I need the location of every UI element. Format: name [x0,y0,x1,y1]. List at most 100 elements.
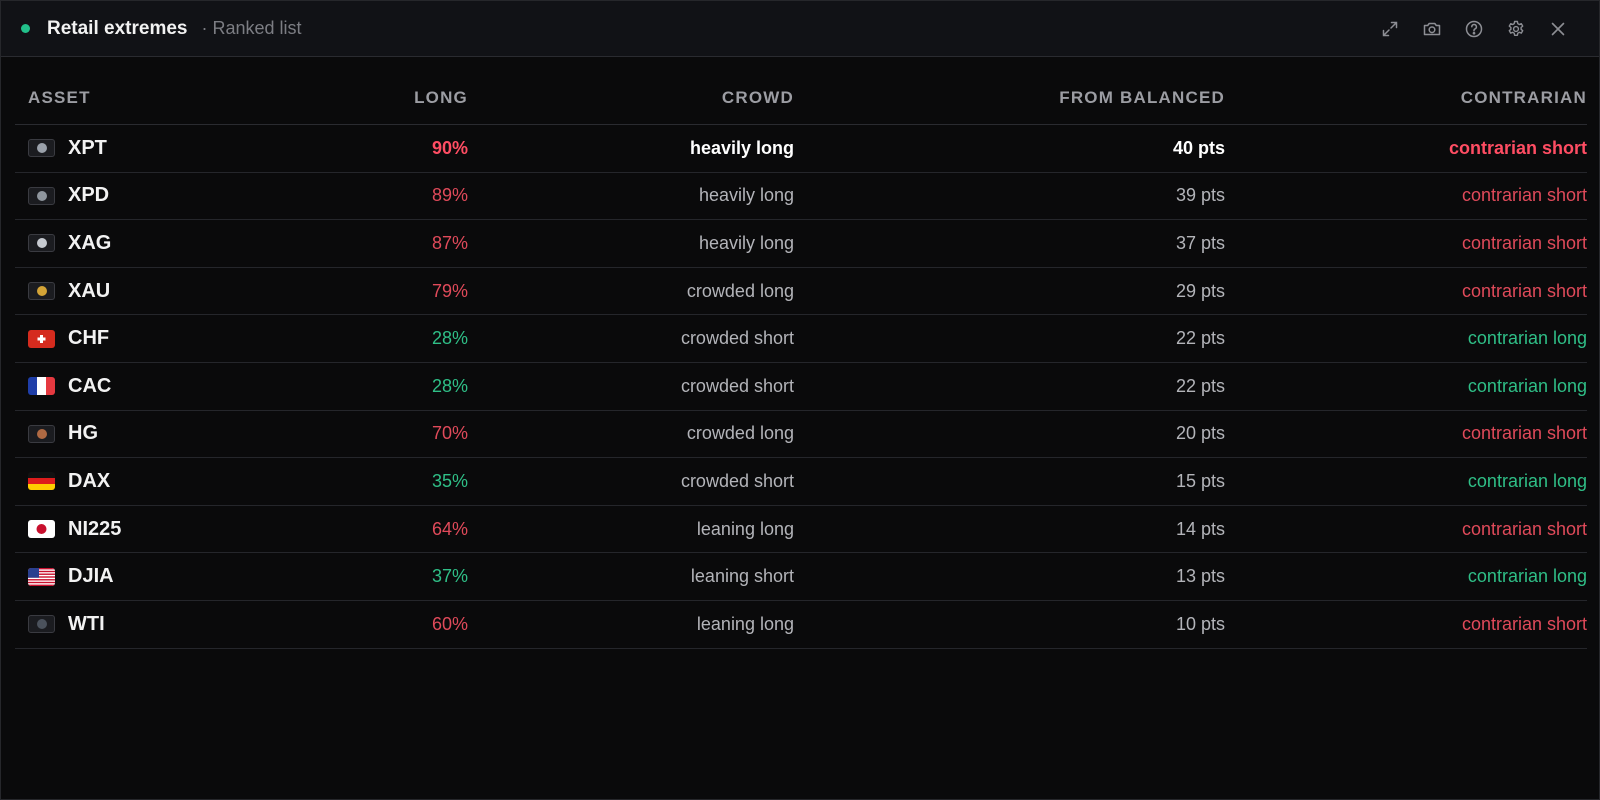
japanese-flag-icon [28,520,55,539]
camera-icon[interactable] [1411,8,1453,50]
column-header-long[interactable]: LONG [414,88,468,107]
table-row[interactable]: DJIA 37% leaning short 13 pts contrarian lon… [15,553,1587,601]
crowd-label: heavily long [698,232,794,253]
palladium-icon [28,186,55,205]
contrarian-signal: contrarian short [1461,518,1587,539]
crowd-label: leaning short [690,566,794,587]
table-row[interactable]: XAU 79% crowded long 29 pts contrarian short [15,268,1587,316]
table-row[interactable]: XPD 89% heavily long 39 pts contrarian short [15,173,1587,221]
column-header-asset[interactable]: ASSET [28,88,91,107]
table-row[interactable]: WTI 60% leaning long 10 pts contrarian short [15,601,1587,649]
from-balanced-value: 22 pts [1175,328,1225,349]
long-percentage: 89% [431,185,468,206]
table-row[interactable]: CHF 28% crowded short 22 pts contrarian long [15,315,1587,363]
column-header-contrarian[interactable]: CONTRARIAN [1460,88,1587,107]
asset-cell: XPD [15,184,215,207]
table-row[interactable]: HG 70% crowded long 20 pts contrarian short [15,411,1587,459]
asset-symbol: CAC [68,374,112,397]
swiss-flag-icon [28,329,55,348]
long-percentage: 70% [431,423,468,444]
contrarian-signal: contrarian short [1461,185,1587,206]
crowd-label: crowded short [680,470,794,491]
contrarian-signal: contrarian short [1461,423,1587,444]
crowd-label: heavily long [689,137,794,158]
copper-icon [28,424,55,443]
long-percentage: 37% [431,566,468,587]
contrarian-signal: contrarian long [1467,375,1587,396]
asset-symbol: DJIA [68,565,114,588]
oil-icon [28,615,55,634]
from-balanced-value: 13 pts [1175,566,1225,587]
contrarian-signal: contrarian long [1467,328,1587,349]
gold-icon [28,282,55,301]
table-row[interactable]: NI225 64% leaning long 14 pts contrarian sho… [15,506,1587,554]
contrarian-signal: contrarian short [1461,232,1587,253]
long-percentage: 90% [431,137,468,158]
crowd-label: leaning long [696,613,794,634]
table-header: ASSET LONG CROWD FROM BALANCED CONTRARIA… [15,57,1587,125]
from-balanced-value: 20 pts [1175,423,1225,444]
asset-symbol: WTI [68,612,105,635]
crowd-label: leaning long [696,518,794,539]
asset-symbol: DAX [68,469,111,492]
expand-icon[interactable] [1369,8,1411,50]
contrarian-signal: contrarian short [1461,280,1587,301]
asset-cell: XPT [15,137,215,160]
table-row[interactable]: XAG 87% heavily long 37 pts contrarian short [15,220,1587,268]
asset-cell: CAC [15,375,215,398]
asset-symbol: NI225 [68,517,122,540]
long-percentage: 28% [431,328,468,349]
help-icon[interactable] [1453,8,1495,50]
asset-symbol: XAU [68,279,111,302]
long-percentage: 64% [431,518,468,539]
close-icon[interactable] [1537,8,1579,50]
panel-header: Retail extremes · Ranked list [1,1,1599,57]
crowd-label: crowded long [686,423,794,444]
column-header-from-balanced[interactable]: FROM BALANCED [1059,88,1225,107]
silver-icon [28,234,55,253]
asset-symbol: CHF [68,327,110,350]
panel-toolbar [1369,8,1579,50]
from-balanced-value: 22 pts [1175,375,1225,396]
asset-cell: XAU [15,280,215,303]
table-row[interactable]: XPT 90% heavily long 40 pts contrarian short [15,125,1587,173]
platinum-icon [28,139,55,158]
german-flag-icon [28,472,55,491]
asset-symbol: XPT [68,136,107,159]
asset-symbol: XAG [68,231,112,254]
table-row[interactable]: DAX 35% crowded short 15 pts contrarian long [15,458,1587,506]
asset-cell: DAX [15,470,215,493]
french-flag-icon [28,377,55,396]
long-percentage: 87% [431,232,468,253]
us-flag-icon [28,567,55,586]
contrarian-signal: contrarian short [1448,137,1587,158]
contrarian-signal: contrarian short [1461,613,1587,634]
from-balanced-value: 40 pts [1172,137,1225,158]
ranked-table: ASSET LONG CROWD FROM BALANCED CONTRARIA… [15,57,1587,649]
contrarian-signal: contrarian long [1467,470,1587,491]
asset-cell: XAG [15,232,215,255]
column-header-crowd[interactable]: CROWD [721,88,794,107]
panel-subtitle: · Ranked list [201,18,302,38]
crowd-label: crowded long [686,280,794,301]
from-balanced-value: 39 pts [1175,185,1225,206]
crowd-label: crowded short [680,328,794,349]
from-balanced-value: 29 pts [1175,280,1225,301]
settings-icon[interactable] [1495,8,1537,50]
table-row[interactable]: CAC 28% crowded short 22 pts contrarian long [15,363,1587,411]
contrarian-signal: contrarian long [1467,566,1587,587]
panel-title: Retail extremes [47,17,188,39]
status-indicator [21,24,30,33]
table-body: XPT 90% heavily long 40 pts contrarian short… [15,125,1587,649]
from-balanced-value: 15 pts [1175,470,1225,491]
asset-cell: HG [15,422,215,445]
asset-cell: CHF [15,327,215,350]
from-balanced-value: 14 pts [1175,518,1225,539]
long-percentage: 28% [431,375,468,396]
long-percentage: 79% [431,280,468,301]
asset-cell: DJIA [15,565,215,588]
long-percentage: 35% [431,470,468,491]
asset-symbol: HG [68,422,98,445]
crowd-label: heavily long [698,185,794,206]
